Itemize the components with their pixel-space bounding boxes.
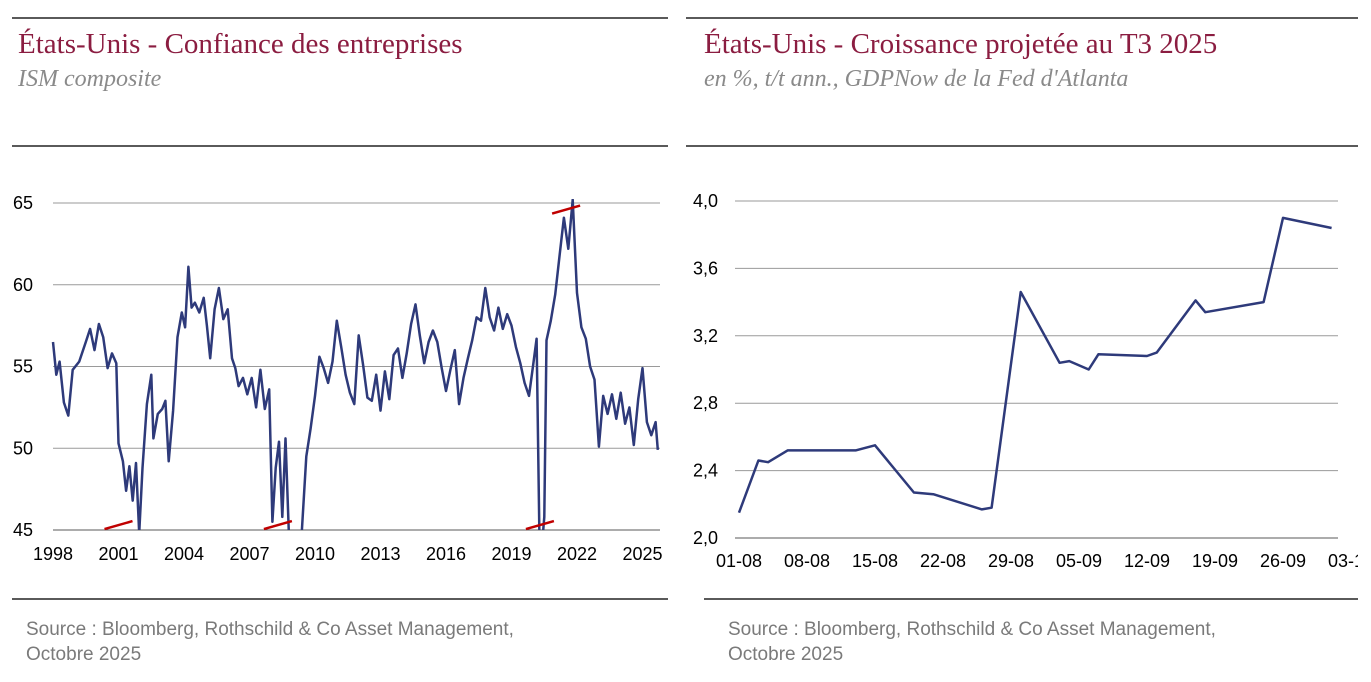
right-x-tick-label: 12-09 xyxy=(1124,551,1170,571)
right-y-tick-label: 4,0 xyxy=(693,191,718,211)
right-x-tick-label: 29-08 xyxy=(988,551,1034,571)
left-y-tick-label: 60 xyxy=(13,275,33,295)
left-top-rule xyxy=(12,17,668,19)
left-series-line xyxy=(51,199,660,530)
right-x-tick-label: 05-09 xyxy=(1056,551,1102,571)
right-y-tick-label: 2,8 xyxy=(693,393,718,413)
right-x-tick-label: 15-08 xyxy=(852,551,898,571)
right-x-tick-label: 01-08 xyxy=(716,551,762,571)
left-x-tick-label: 2016 xyxy=(426,544,466,564)
right-y-tick-label: 2,0 xyxy=(693,528,718,548)
recession-marker xyxy=(104,519,133,531)
right-chart-subtitle: en %, t/t ann., GDPNow de la Fed d'Atlan… xyxy=(704,66,1129,92)
left-x-tick-label: 1998 xyxy=(33,544,73,564)
left-x-tick-label: 2010 xyxy=(295,544,335,564)
left-y-tick-label: 55 xyxy=(13,357,33,377)
right-x-tick-label: 08-08 xyxy=(784,551,830,571)
right-x-tick-label: 19-09 xyxy=(1192,551,1238,571)
right-source-line1: Source : Bloomberg, Rothschild & Co Asse… xyxy=(728,619,1216,640)
right-bottom-rule xyxy=(704,598,1358,600)
right-x-tick-label: 22-08 xyxy=(920,551,966,571)
right-source-line2: Octobre 2025 xyxy=(728,644,844,665)
left-mid-rule xyxy=(12,145,668,147)
right-series-line xyxy=(737,216,1332,514)
right-y-tick-label: 3,6 xyxy=(693,258,718,278)
left-x-tick-label: 2001 xyxy=(98,544,138,564)
left-source-line2: Octobre 2025 xyxy=(26,644,142,665)
left-x-tick-label: 2019 xyxy=(492,544,532,564)
right-x-tick-label: 26-09 xyxy=(1260,551,1306,571)
right-mid-rule xyxy=(686,145,1358,147)
left-y-tick-label: 65 xyxy=(13,193,33,213)
left-y-tick-label: 50 xyxy=(13,438,33,458)
left-chart-title: États-Unis - Confiance des entreprises xyxy=(18,28,463,60)
right-x-tick-label: 03-10 xyxy=(1328,551,1371,571)
right-chart: 2,0 2,4 2,8 3,2 3,6 4,0 01-08 08-08 15-08 22-08 29… xyxy=(693,191,1371,571)
left-source-line1: Source : Bloomberg, Rothschild & Co Asse… xyxy=(26,619,514,640)
recession-marker xyxy=(263,519,293,531)
recession-marker xyxy=(551,204,581,215)
left-chart-subtitle: ISM composite xyxy=(18,66,162,92)
left-bottom-rule xyxy=(12,598,668,600)
left-y-tick-label: 45 xyxy=(13,520,33,540)
right-top-rule xyxy=(686,17,1358,19)
left-source-note: Source : Bloomberg, Rothschild & Co Asse… xyxy=(26,617,626,667)
right-y-tick-label: 2,4 xyxy=(693,461,718,481)
right-y-tick-label: 3,2 xyxy=(693,326,718,346)
left-x-tick-label: 2013 xyxy=(360,544,400,564)
right-source-note: Source : Bloomberg, Rothschild & Co Asse… xyxy=(728,617,1328,667)
left-x-tick-label: 2007 xyxy=(229,544,269,564)
right-chart-title: États-Unis - Croissance projetée au T3 2… xyxy=(704,28,1218,60)
left-x-tick-label: 2022 xyxy=(557,544,597,564)
left-x-tick-label: 2004 xyxy=(164,544,204,564)
left-x-tick-label: 2025 xyxy=(623,544,663,564)
recession-marker xyxy=(525,519,555,531)
left-chart: 45 50 55 60 65 1998 2001 2004 2007 2010 2013 2016 20… xyxy=(13,193,663,564)
